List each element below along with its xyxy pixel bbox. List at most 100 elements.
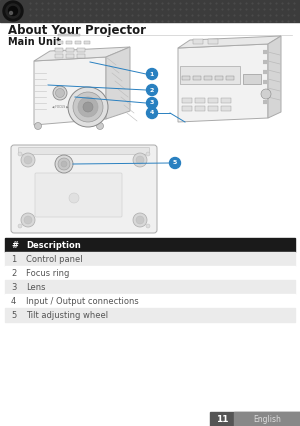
Text: Focus ring: Focus ring <box>26 268 69 277</box>
Text: English: English <box>253 414 281 423</box>
Bar <box>193 39 203 44</box>
Bar <box>5 294 295 308</box>
Circle shape <box>34 123 41 130</box>
Bar <box>208 98 218 103</box>
Polygon shape <box>34 57 106 125</box>
Bar <box>66 48 74 52</box>
Text: Input / Output connections: Input / Output connections <box>26 296 139 305</box>
Circle shape <box>10 12 13 14</box>
Bar <box>5 280 295 294</box>
Circle shape <box>61 161 67 167</box>
Circle shape <box>133 153 147 167</box>
Bar <box>195 98 205 103</box>
Circle shape <box>97 123 104 130</box>
Circle shape <box>24 216 32 224</box>
Circle shape <box>146 98 158 109</box>
Bar <box>0 0 300 22</box>
Bar <box>55 48 63 52</box>
FancyBboxPatch shape <box>35 173 122 217</box>
Circle shape <box>136 156 144 164</box>
Circle shape <box>136 216 144 224</box>
Text: Tilt adjusting wheel: Tilt adjusting wheel <box>26 311 108 320</box>
Bar <box>234 412 300 426</box>
FancyBboxPatch shape <box>11 145 157 233</box>
Text: Lens: Lens <box>26 282 46 291</box>
Bar <box>66 54 74 58</box>
Bar <box>5 238 295 252</box>
Circle shape <box>133 213 147 227</box>
Circle shape <box>146 152 150 156</box>
Bar <box>77 54 85 58</box>
Circle shape <box>24 156 32 164</box>
Polygon shape <box>268 36 281 118</box>
Circle shape <box>55 155 73 173</box>
Bar <box>55 54 63 58</box>
Circle shape <box>6 4 20 18</box>
Circle shape <box>73 92 103 122</box>
Text: ◀ FOCUS ▶: ◀ FOCUS ▶ <box>52 105 68 109</box>
Circle shape <box>68 87 108 127</box>
Bar <box>210 412 300 426</box>
Text: 3: 3 <box>11 282 16 291</box>
Text: Description: Description <box>26 241 81 250</box>
Circle shape <box>146 224 150 228</box>
Bar <box>84 41 90 44</box>
Bar <box>193 76 201 80</box>
Circle shape <box>83 102 93 112</box>
Circle shape <box>3 1 23 21</box>
Bar <box>195 106 205 111</box>
Bar <box>5 308 295 322</box>
Bar <box>182 106 192 111</box>
Bar <box>182 76 190 80</box>
Text: 1: 1 <box>150 72 154 77</box>
Bar <box>221 98 231 103</box>
Circle shape <box>261 89 271 99</box>
Circle shape <box>18 224 22 228</box>
Bar <box>208 39 218 44</box>
Text: 5: 5 <box>173 161 177 165</box>
Text: Main Unit: Main Unit <box>8 37 61 47</box>
Polygon shape <box>178 36 281 48</box>
Circle shape <box>146 84 158 95</box>
Text: Control panel: Control panel <box>26 254 82 264</box>
Polygon shape <box>106 47 130 119</box>
Bar <box>215 76 223 80</box>
Bar <box>75 41 81 44</box>
Bar <box>204 76 212 80</box>
Bar <box>66 41 72 44</box>
Bar <box>182 98 192 103</box>
Bar <box>5 266 295 280</box>
Circle shape <box>53 86 67 100</box>
Text: 1: 1 <box>11 254 16 264</box>
Text: 5: 5 <box>11 311 16 320</box>
Bar <box>5 252 295 266</box>
Bar <box>180 66 240 84</box>
Text: #: # <box>11 241 18 250</box>
Text: 3: 3 <box>150 101 154 106</box>
Bar <box>57 41 63 44</box>
Polygon shape <box>178 44 268 122</box>
Text: 11: 11 <box>216 414 228 423</box>
Text: 4: 4 <box>150 110 154 115</box>
Bar <box>243 74 261 84</box>
Polygon shape <box>34 47 130 61</box>
Bar <box>77 48 85 52</box>
Circle shape <box>58 158 70 170</box>
Bar <box>226 76 234 80</box>
Bar <box>221 106 231 111</box>
Circle shape <box>146 107 158 118</box>
Text: 4: 4 <box>11 296 16 305</box>
Circle shape <box>56 89 64 98</box>
Circle shape <box>21 213 35 227</box>
Circle shape <box>169 158 181 169</box>
Circle shape <box>21 153 35 167</box>
Circle shape <box>69 193 79 203</box>
FancyBboxPatch shape <box>19 147 149 155</box>
Bar <box>58 34 80 36</box>
Circle shape <box>18 152 22 156</box>
Circle shape <box>8 6 17 15</box>
Text: 2: 2 <box>11 268 16 277</box>
Circle shape <box>78 97 98 117</box>
Circle shape <box>146 69 158 80</box>
Bar <box>208 106 218 111</box>
